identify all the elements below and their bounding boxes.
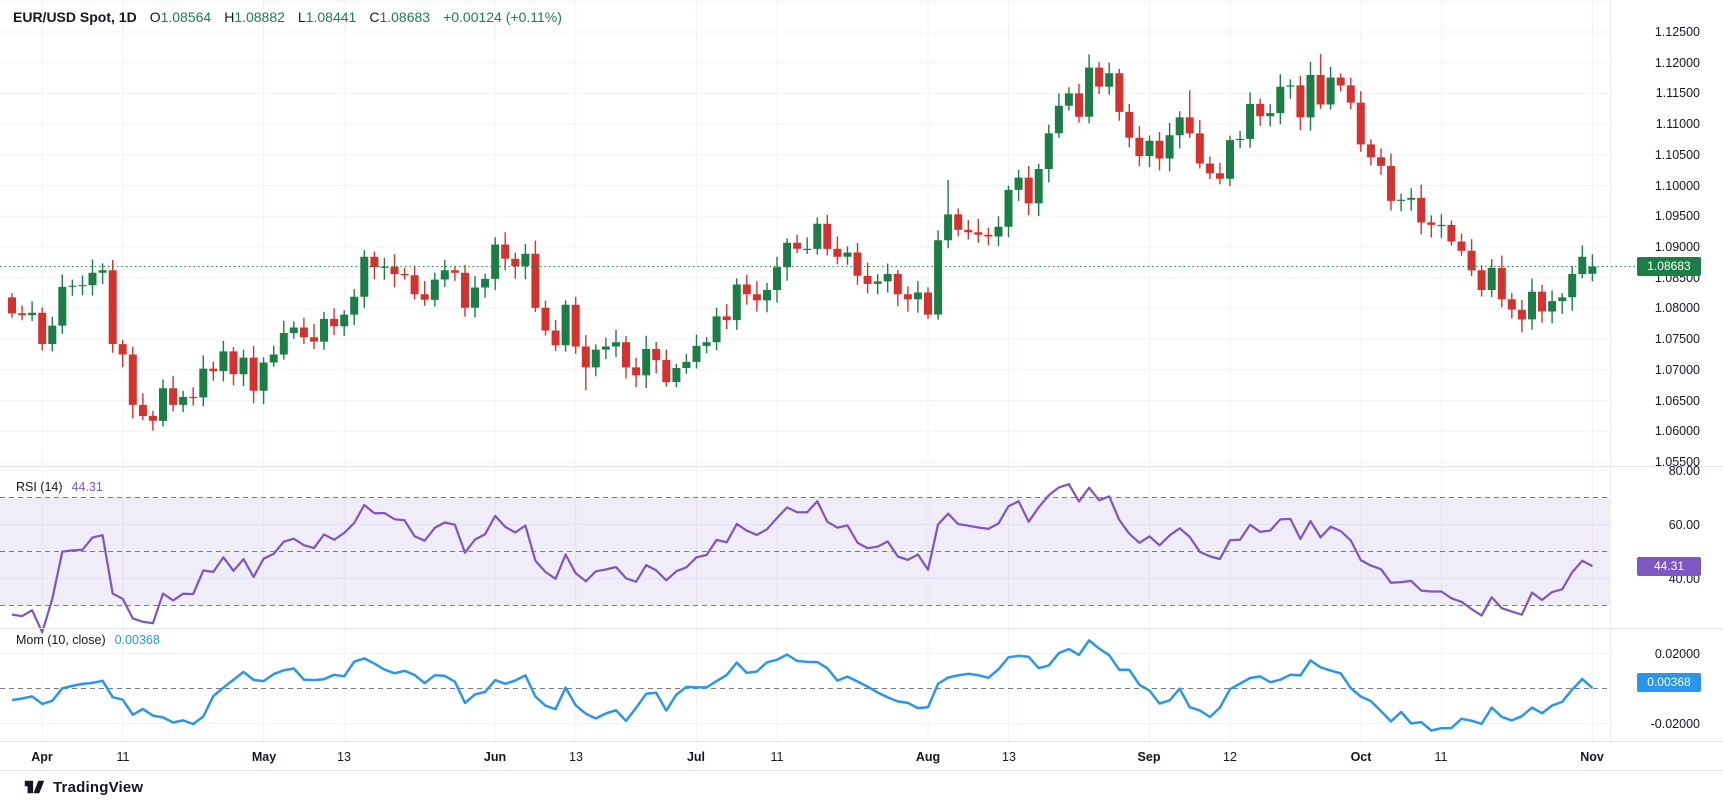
time-axis-label: 13 [337, 750, 351, 764]
time-axis-label: Sep [1137, 750, 1161, 764]
time-axis-label: Oct [1350, 750, 1372, 764]
high-value: 1.08882 [234, 9, 285, 25]
pane-separator-rsi-mom[interactable] [0, 628, 1723, 629]
time-axis-label: 13 [569, 750, 583, 764]
ohlc-close: C1.08683 [369, 9, 430, 25]
price-axis-label: 1.09000 [1654, 240, 1700, 254]
mom-pane-legend: Mom (10, close) 0.00368 [16, 632, 160, 648]
pane-separator-main-rsi[interactable] [0, 466, 1723, 467]
time-axis-label: 13 [1002, 750, 1016, 764]
price-axis-label: 1.11000 [1655, 117, 1700, 131]
candles-down [8, 54, 1546, 431]
price-axis-label: 1.08000 [1654, 301, 1700, 315]
close-value: 1.08683 [379, 9, 431, 25]
price-axis-label: 1.09500 [1654, 209, 1700, 223]
low-label: L [297, 9, 306, 25]
time-axis-label: May [251, 750, 277, 764]
symbol-title: EUR/USD Spot, 1D [13, 9, 137, 25]
price-axis-label: 1.06500 [1654, 394, 1700, 408]
chart-legend: EUR/USD Spot, 1D O1.08564 H1.08882 L1.08… [13, 9, 562, 25]
time-axis-label: Nov [1580, 750, 1604, 764]
footer-bar: TradingView [0, 770, 1723, 803]
mom-indicator-value: 0.00368 [114, 633, 160, 647]
tradingview-logo-icon[interactable] [24, 778, 45, 796]
ohlc-open: O1.08564 [150, 9, 212, 25]
time-axis-label: 11 [770, 750, 784, 764]
ohlc-low: L1.08441 [298, 9, 356, 25]
time-axis-border [0, 741, 1723, 742]
price-axis-label: 1.07000 [1654, 363, 1700, 377]
open-label: O [149, 9, 161, 25]
ohlc-high: H1.08882 [224, 9, 285, 25]
time-axis-label: 11 [1434, 750, 1448, 764]
close-label: C [369, 9, 380, 25]
low-value: 1.08441 [305, 9, 357, 25]
rsi-indicator-label: RSI (14) [16, 480, 63, 494]
time-axis-label: 12 [1223, 750, 1237, 764]
rsi-pane-legend: RSI (14) 44.31 [16, 479, 103, 495]
time-axis-label: Aug [915, 750, 941, 764]
high-label: H [224, 9, 235, 25]
chart-plot-area[interactable] [0, 0, 1723, 770]
price-axis-border [1610, 0, 1611, 741]
price-axis-label: 1.05500 [1654, 455, 1700, 469]
rsi-indicator-value: 44.31 [71, 480, 103, 494]
mom-value-badge: 0.00368 [1637, 673, 1701, 692]
open-value: 1.08564 [160, 9, 212, 25]
rsi-axis-label: 80.00 [1668, 464, 1700, 478]
mom-axis-label: 0.02000 [1654, 647, 1700, 661]
time-axis-label: Jul [686, 750, 706, 764]
rsi-axis-label: 60.00 [1668, 518, 1700, 532]
tradingview-brand-link[interactable]: TradingView [53, 778, 144, 796]
last-price-badge: 1.08683 [1637, 257, 1701, 276]
price-axis-label: 1.11500 [1655, 86, 1700, 100]
price-axis-label: 1.12000 [1654, 56, 1700, 70]
price-axis-label: 1.10500 [1654, 148, 1700, 162]
price-axis-label: 1.10000 [1654, 179, 1700, 193]
time-axis-label: 11 [116, 750, 130, 764]
mom-line [11, 639, 1594, 732]
time-axis-label: Jun [483, 750, 507, 764]
time-axis-label: Apr [31, 750, 53, 764]
price-axis-label: 1.06000 [1654, 424, 1700, 438]
mom-indicator-label: Mom (10, close) [16, 633, 106, 647]
mom-axis-label: -0.02000 [1650, 717, 1700, 731]
rsi-line [11, 483, 1593, 634]
rsi-value-badge: 44.31 [1637, 557, 1701, 576]
price-axis-label: 1.12500 [1654, 25, 1700, 39]
change-value: +0.00124 (+0.11%) [443, 9, 562, 25]
price-axis-label: 1.07500 [1654, 332, 1700, 346]
